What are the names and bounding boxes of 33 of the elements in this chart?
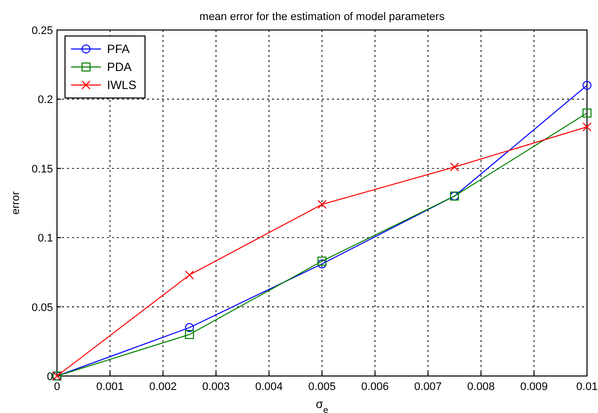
x-tick-label: 0.001 — [96, 381, 124, 393]
point — [582, 122, 592, 132]
y-tick-label: 0.15 — [32, 163, 53, 176]
x-tick-label: 0.007 — [414, 381, 442, 393]
x-tick-label: 0.003 — [202, 381, 230, 393]
y-tick-label: 0.25 — [32, 25, 53, 37]
y-tick-label: 0.2 — [38, 94, 53, 106]
x-tick-label: 0.005 — [308, 381, 336, 393]
y-tick-label: 0.1 — [38, 232, 53, 245]
point — [318, 259, 326, 268]
legend-label: PDA — [107, 60, 132, 74]
y-tick-label: 0.05 — [32, 302, 53, 314]
x-axis-title: σ$_{e}$ — [316, 397, 328, 413]
y-axis-title: error — [10, 191, 22, 215]
x-tick-label: 0.009 — [520, 381, 548, 393]
legend-label: IWLS — [107, 78, 136, 92]
point — [582, 108, 592, 118]
y-tick-label: 0 — [46, 371, 53, 383]
x-tick-label: 0.004 — [255, 381, 283, 393]
legend-label: PFA — [107, 42, 130, 56]
chart-title: mean error for the estimation of model parameters — [199, 11, 446, 23]
point — [185, 330, 194, 339]
x-tick-label: 0.002 — [149, 381, 177, 393]
x-tick-label: 0 — [54, 381, 60, 393]
x-tick-label: 0.008 — [467, 381, 495, 393]
point — [185, 323, 194, 332]
point — [185, 270, 194, 280]
point — [582, 80, 592, 90]
x-tick-label: 0.006 — [361, 381, 389, 393]
point — [450, 162, 459, 172]
point — [318, 256, 326, 266]
point — [318, 200, 326, 209]
x-tick-label: 0.01 — [576, 381, 598, 393]
